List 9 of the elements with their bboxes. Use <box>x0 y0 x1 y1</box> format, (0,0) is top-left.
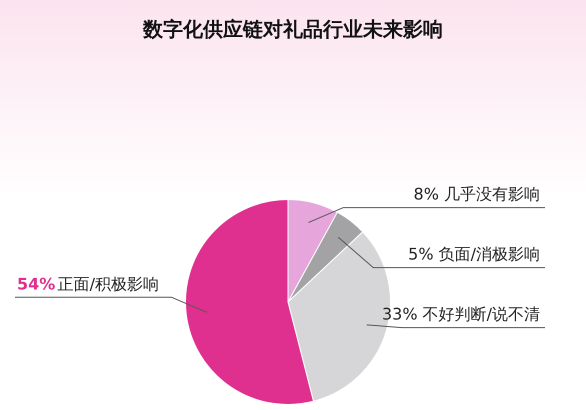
chart-title: 数字化供应链对礼品行业未来影响 <box>142 16 444 43</box>
data-label: 8% <box>414 184 439 204</box>
data-label: 54% <box>17 274 56 294</box>
slice-label: 负面/消极影响 <box>438 244 540 264</box>
data-label: 33% <box>382 304 418 324</box>
data-label: 5% <box>408 244 434 264</box>
slice-label: 几乎没有影响 <box>444 184 540 204</box>
slice-label: 正面/积极影响 <box>58 274 160 294</box>
slice-label: 不好判断/说不清 <box>422 304 540 324</box>
